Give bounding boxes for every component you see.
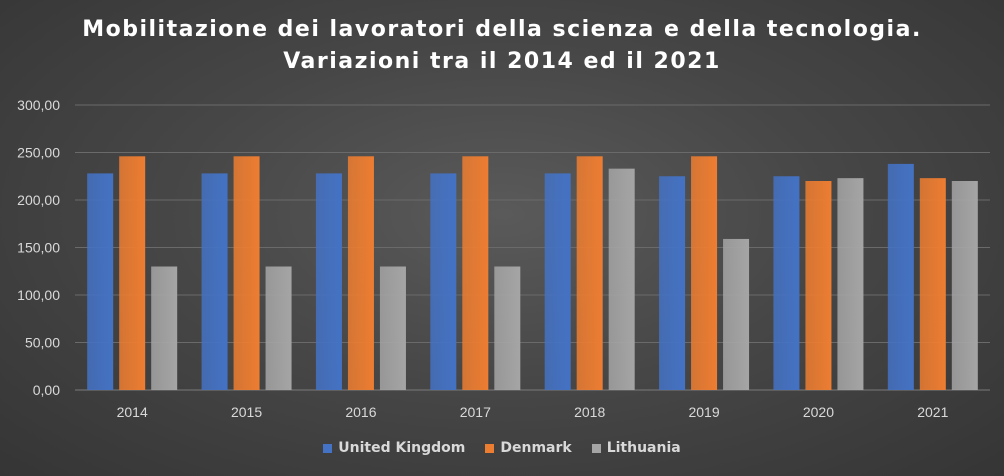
legend-swatch-lithuania (591, 443, 601, 453)
bar-united-kingdom-2021 (887, 163, 914, 390)
legend-item-denmark: Denmark (485, 440, 572, 456)
x-tick-label: 2014 (117, 404, 148, 420)
legend-swatch-united-kingdom (323, 443, 333, 453)
bar-lithuania-2019 (723, 238, 750, 390)
bar-united-kingdom-2014 (87, 173, 114, 390)
bar-denmark-2021 (919, 178, 946, 390)
bar-united-kingdom-2018 (544, 173, 571, 390)
bar-united-kingdom-2016 (315, 173, 342, 390)
bar-united-kingdom-2019 (659, 176, 686, 390)
y-tick-label: 100,00 (17, 287, 60, 303)
bar-lithuania-2016 (379, 266, 406, 390)
legend-swatch-denmark (485, 443, 495, 453)
x-tick-label: 2015 (231, 404, 262, 420)
x-tick-label: 2016 (345, 404, 376, 420)
y-tick-label: 50,00 (25, 335, 60, 351)
bar-united-kingdom-2017 (430, 173, 457, 390)
x-tick-label: 2017 (460, 404, 491, 420)
chart-title-line-2: Variazioni tra il 2014 ed il 2021 (283, 49, 721, 74)
legend-item-lithuania: Lithuania (591, 440, 681, 456)
bar-denmark-2019 (691, 156, 718, 390)
legend-item-united-kingdom: United Kingdom (323, 440, 465, 456)
bar-denmark-2017 (462, 156, 489, 390)
bar-united-kingdom-2020 (773, 176, 800, 390)
x-tick-label: 2020 (803, 404, 834, 420)
chart-title-line-1: Mobilitazione dei lavoratori della scien… (82, 17, 922, 42)
y-tick-label: 250,00 (17, 145, 60, 161)
bar-denmark-2020 (805, 181, 832, 390)
y-tick-label: 0,00 (33, 382, 60, 398)
bar-denmark-2018 (576, 156, 603, 390)
bar-denmark-2015 (233, 156, 260, 390)
bar-lithuania-2021 (951, 181, 978, 390)
bar-lithuania-2017 (494, 266, 521, 390)
y-tick-label: 300,00 (17, 97, 60, 113)
bar-denmark-2016 (347, 156, 374, 390)
y-tick-label: 150,00 (17, 240, 60, 256)
y-tick-label: 200,00 (17, 192, 60, 208)
x-tick-label: 2021 (917, 404, 948, 420)
legend-label-united-kingdom: United Kingdom (338, 440, 466, 456)
legend-label-denmark: Denmark (500, 440, 572, 456)
bar-lithuania-2014 (151, 266, 178, 390)
chart-title: Mobilitazione dei lavoratori della scien… (0, 14, 1004, 78)
bar-united-kingdom-2015 (201, 173, 228, 390)
bar-lithuania-2018 (608, 168, 635, 390)
x-tick-label: 2019 (688, 404, 719, 420)
legend-label-lithuania: Lithuania (606, 440, 681, 456)
bar-lithuania-2020 (837, 178, 864, 390)
bar-lithuania-2015 (265, 266, 292, 390)
chart-legend: United Kingdom Denmark Lithuania (0, 440, 1004, 456)
x-tick-label: 2018 (574, 404, 605, 420)
bar-denmark-2014 (119, 156, 146, 390)
